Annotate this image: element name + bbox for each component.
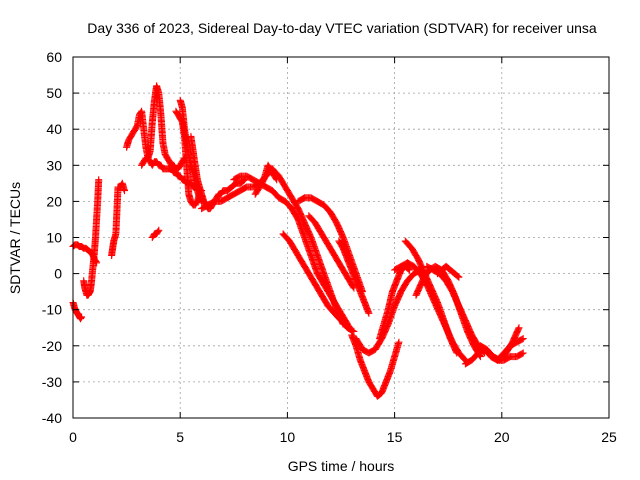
data-point xyxy=(519,349,527,357)
x-tick-label: 0 xyxy=(69,429,77,445)
data-points xyxy=(69,82,527,400)
grid xyxy=(73,57,609,418)
data-point xyxy=(453,272,461,280)
y-tick-label: 20 xyxy=(46,193,62,209)
data-point xyxy=(121,187,128,195)
data-point xyxy=(350,327,358,335)
x-tick-label: 5 xyxy=(176,429,184,445)
y-tick-label: 0 xyxy=(54,266,62,282)
y-axis-title: SDTVAR / TECUs xyxy=(7,182,23,294)
x-tick-labels: 0 5 10 15 20 25 xyxy=(69,429,617,445)
chart-title: Day 336 of 2023, Sidereal Day-to-day VTE… xyxy=(87,20,597,36)
y-tick-label: 40 xyxy=(46,121,62,137)
data-point xyxy=(515,324,523,332)
data-point xyxy=(406,266,414,274)
y-tick-label: -40 xyxy=(42,410,62,426)
x-tick-label: 25 xyxy=(601,429,617,445)
data-point xyxy=(460,355,468,363)
y-tick-label: 30 xyxy=(46,157,62,173)
x-axis-title: GPS time / hours xyxy=(288,458,395,474)
y-tick-label: 50 xyxy=(46,85,62,101)
data-point xyxy=(453,349,461,357)
data-point xyxy=(365,309,373,317)
data-point xyxy=(518,350,526,358)
x-tick-label: 15 xyxy=(387,429,403,445)
y-tick-label: -20 xyxy=(42,338,62,354)
data-point xyxy=(155,226,163,234)
x-tick-label: 10 xyxy=(280,429,296,445)
y-tick-label: -30 xyxy=(42,374,62,390)
data-point xyxy=(514,325,522,333)
y-tick-labels: -40 -30 -20 -10 0 10 20 30 40 50 60 xyxy=(42,49,62,426)
data-point xyxy=(77,314,85,322)
data-point xyxy=(454,273,462,280)
data-point xyxy=(405,265,413,273)
data-point xyxy=(272,175,280,182)
data-point xyxy=(78,313,86,321)
data-point xyxy=(518,335,526,343)
data-point xyxy=(154,228,162,235)
data-point xyxy=(349,327,357,335)
data-point xyxy=(455,273,463,281)
data-point xyxy=(273,176,281,184)
data-point xyxy=(519,335,527,343)
y-tick-label: 60 xyxy=(46,49,62,65)
axis-ticks xyxy=(72,56,610,419)
y-tick-label: -10 xyxy=(42,302,62,318)
x-tick-label: 20 xyxy=(494,429,510,445)
data-point xyxy=(452,348,460,356)
y-tick-label: 10 xyxy=(46,230,62,246)
data-point xyxy=(95,176,103,184)
data-point xyxy=(395,338,403,346)
